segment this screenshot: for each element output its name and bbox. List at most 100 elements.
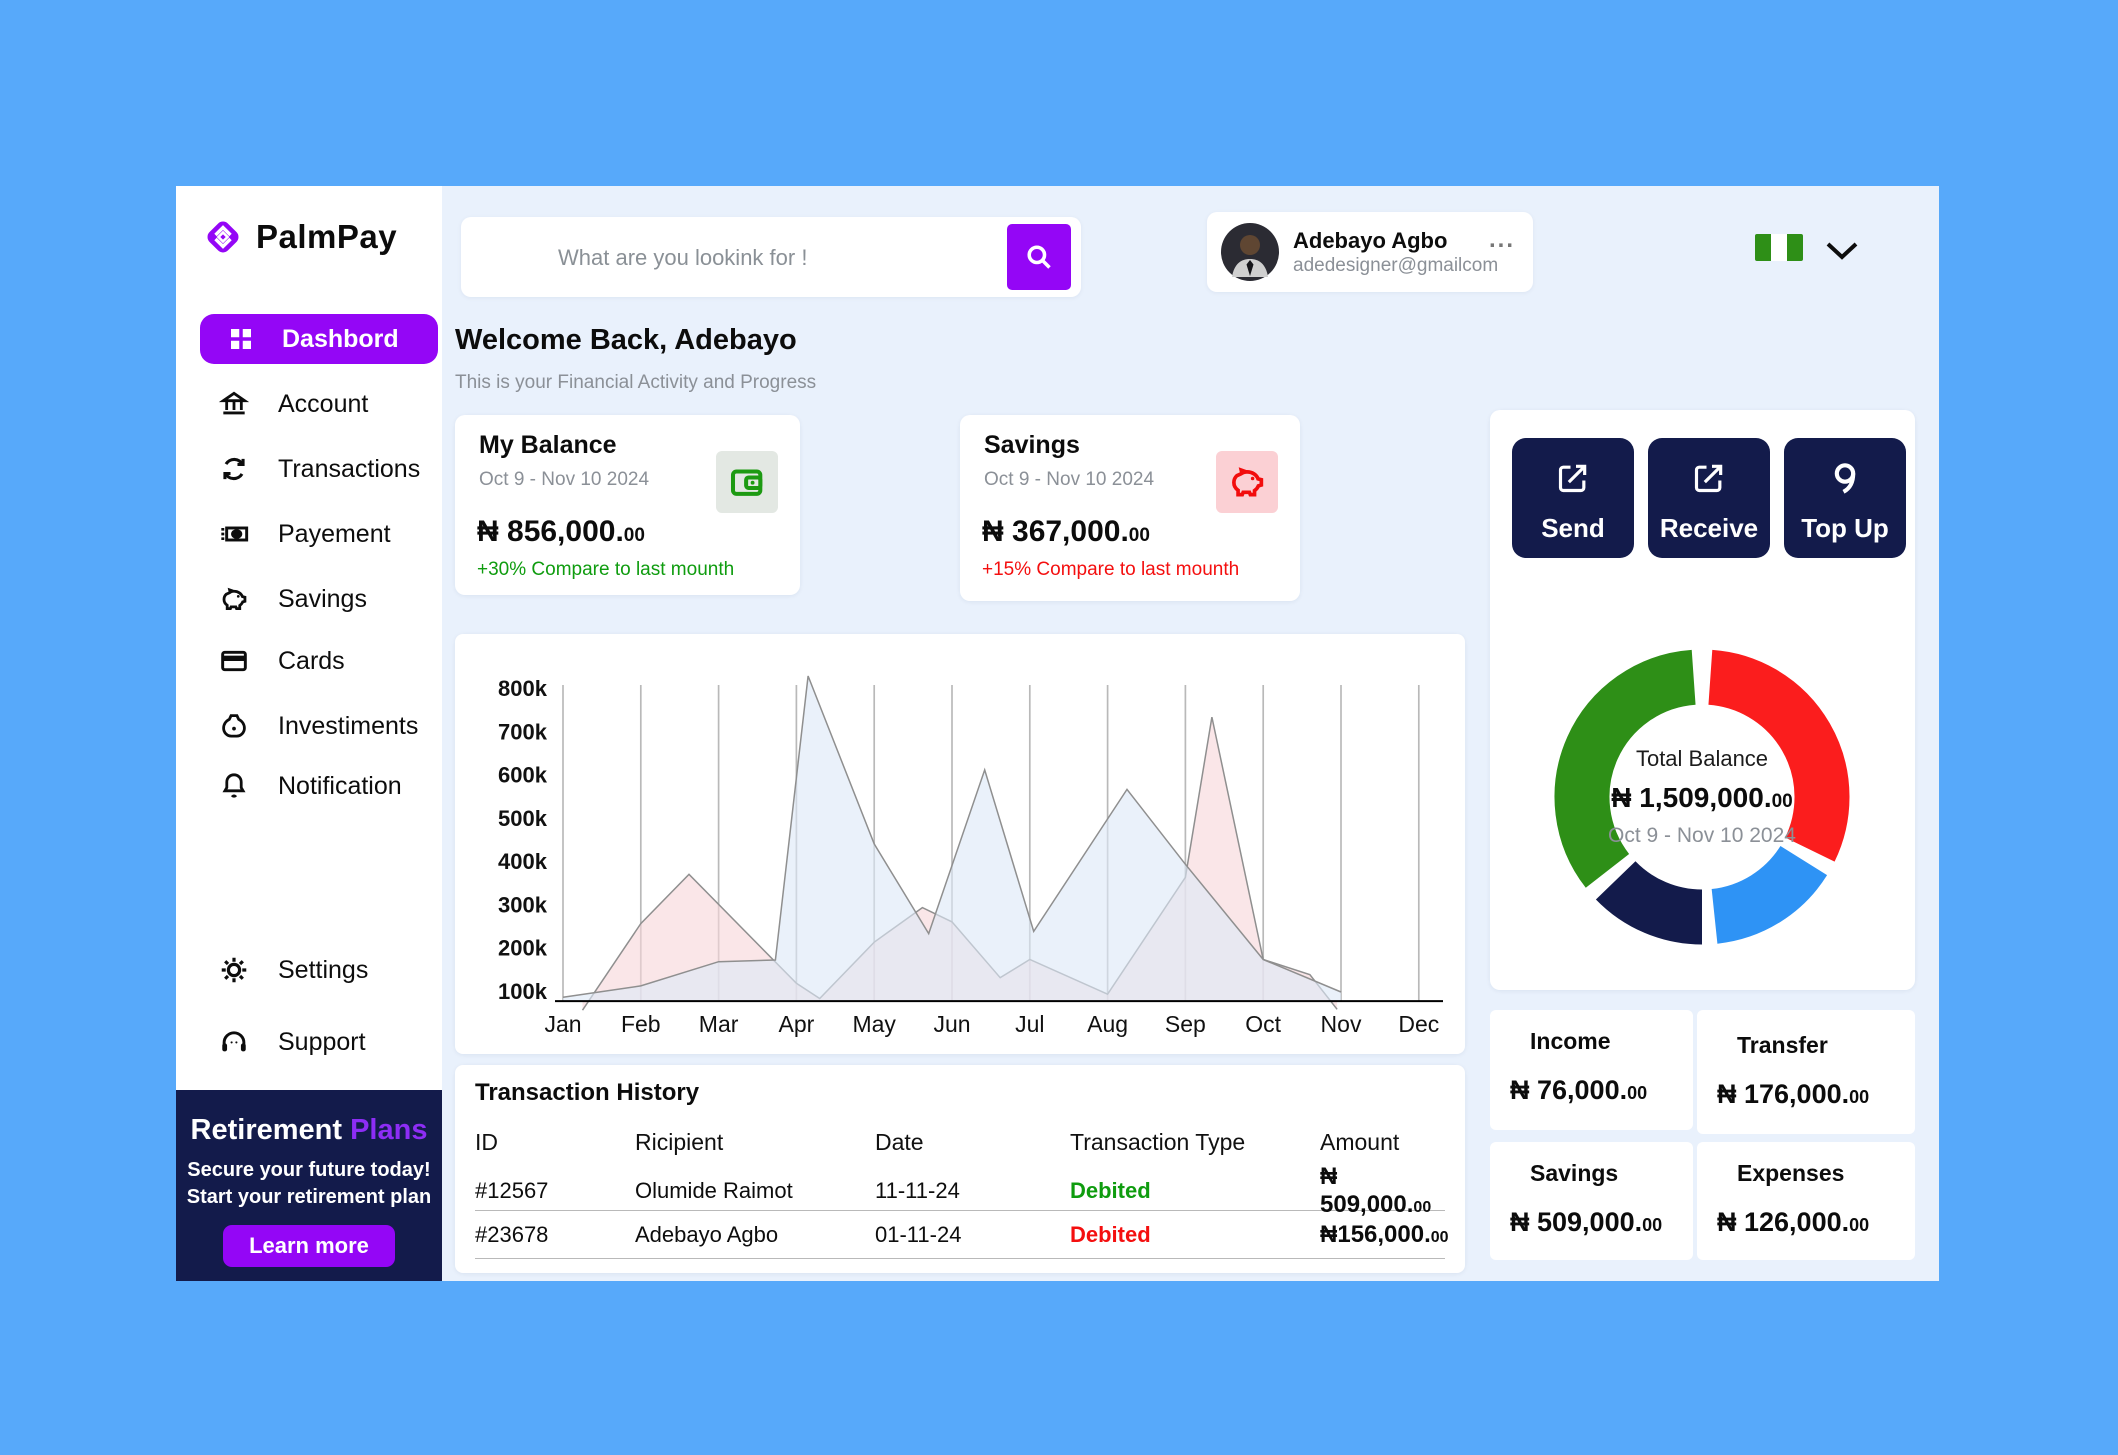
app-window: PalmPay Dashbord Account (176, 186, 1939, 1281)
table-row[interactable]: #23678 Adebayo Agbo 01-11-24 Debited ₦15… (475, 1211, 1449, 1259)
col-header-date: Date (875, 1128, 924, 1155)
send-label: Send (1541, 513, 1605, 543)
sidebar-item-payment[interactable]: Payement (176, 508, 442, 560)
balance-card-period: Oct 9 - Nov 10 2024 (479, 469, 650, 490)
savings-change: +15% Compare to last mounth (982, 559, 1240, 580)
cell-date: 11-11-24 (875, 1178, 960, 1203)
cell-date: 01-11-24 (875, 1221, 962, 1247)
sidebar: PalmPay Dashbord Account (176, 186, 442, 1281)
donut-center: Total Balance ₦ 1,509,000.00 Oct 9 - Nov… (1607, 702, 1797, 892)
svg-text:Oct: Oct (1245, 1011, 1281, 1037)
legend-amount: ₦ 509,000.00 (1510, 1207, 1663, 1237)
table-row[interactable]: #12567 Olumide Raimot 11-11-24 Debited ₦… (475, 1163, 1445, 1218)
credit-card-icon (218, 645, 250, 677)
area-chart-canvas: 100k 200k 300k 400k 500k 600k 700k 800k Jan Feb Ma… (455, 634, 1465, 1054)
col-header-type: Transaction Type (1070, 1128, 1246, 1155)
sidebar-item-settings[interactable]: Settings (176, 944, 442, 996)
savings-amount: ₦ 367,000.00 (982, 515, 1150, 548)
sidebar-item-dashboard[interactable]: Dashbord (200, 314, 438, 364)
svg-text:400k: 400k (498, 849, 548, 874)
total-balance-label: Total Balance (1635, 746, 1769, 771)
piggy-bank-icon (218, 583, 250, 615)
col-header-id: ID (475, 1128, 498, 1155)
headset-icon (218, 1026, 250, 1058)
sidebar-item-savings[interactable]: Savings (176, 573, 442, 625)
retirement-line1: Secure your future today! (187, 1159, 431, 1181)
svg-text:Jul: Jul (1015, 1011, 1044, 1037)
table-header-row: ID Ricipient Date Transaction Type Amoun… (475, 1121, 1445, 1163)
legend-label: Income (1530, 1028, 1611, 1054)
svg-text:May: May (852, 1011, 896, 1037)
bank-icon (218, 388, 250, 420)
legend-label: Savings (1530, 1160, 1619, 1186)
send-button[interactable]: Send (1512, 438, 1634, 558)
top-up-button[interactable]: Top Up (1784, 438, 1906, 558)
legend-label: Transfer (1737, 1032, 1828, 1058)
profile-email: adedesigner@gmailcom (1293, 255, 1499, 276)
sidebar-item-cards[interactable]: Cards (176, 635, 442, 687)
page-title: Welcome Back, Adebayo (455, 324, 797, 356)
sidebar-item-label: Support (278, 1027, 366, 1056)
sidebar-item-label: Savings (278, 584, 367, 613)
sidebar-item-support[interactable]: Support (176, 1016, 442, 1068)
piggy-bank-icon (1216, 451, 1278, 513)
legend-label: Expenses (1737, 1160, 1845, 1186)
refresh-icon (218, 453, 250, 485)
wallet-icon (716, 451, 778, 513)
svg-text:Feb: Feb (621, 1011, 661, 1037)
sidebar-item-investments[interactable]: Investiments (176, 700, 442, 752)
svg-text:Aug: Aug (1087, 1011, 1128, 1037)
sidebar-item-account[interactable]: Account (176, 378, 442, 430)
svg-text:Nov: Nov (1321, 1011, 1362, 1037)
svg-text:500k: 500k (498, 806, 548, 831)
nigeria-flag-icon (1755, 234, 1803, 261)
savings-card: Savings Oct 9 - Nov 10 2024 ₦ 367,000.00… (960, 415, 1300, 601)
svg-text:Sep: Sep (1165, 1011, 1206, 1037)
more-options-icon[interactable]: ... (1488, 226, 1515, 253)
balance-card-title: My Balance (479, 431, 617, 459)
transaction-history-title: Transaction History (475, 1079, 700, 1106)
profile-card[interactable]: Adebayo Agbo adedesigner@gmailcom ... (1207, 212, 1533, 292)
learn-more-button[interactable]: Learn more (223, 1225, 395, 1267)
legend-card-savings: Savings ₦ 509,000.00 (1490, 1142, 1693, 1260)
legend-card-income: Income ₦ 76,000.00 (1490, 1010, 1693, 1130)
cell-recipient: Adebayo Agbo (635, 1221, 779, 1247)
svg-text:600k: 600k (498, 763, 548, 788)
chevron-down-icon[interactable] (1824, 240, 1860, 262)
sidebar-item-notification[interactable]: Notification (176, 760, 442, 812)
svg-text:800k: 800k (498, 676, 548, 701)
cell-amount: ₦156,000.00 (1320, 1220, 1449, 1248)
svg-text:Dec: Dec (1398, 1011, 1439, 1037)
transaction-table: ID Ricipient Date Transaction Type Amoun… (475, 1121, 1449, 1259)
legend-card-expenses: Expenses ₦ 126,000.00 (1697, 1142, 1915, 1260)
sidebar-item-label: Notification (278, 771, 402, 800)
sidebar-item-label: Account (278, 389, 369, 418)
balance-change: +30% Compare to last mounth (477, 559, 735, 580)
receive-external-icon (1689, 458, 1729, 498)
avatar (1221, 223, 1279, 281)
search-icon (1022, 240, 1056, 274)
cell-id: #12567 (475, 1178, 549, 1203)
sidebar-item-transactions[interactable]: Transactions (176, 443, 442, 495)
balance-donut-chart: Total Balance ₦ 1,509,000.00 Oct 9 - Nov… (1547, 642, 1857, 952)
transaction-history-card: Transaction History ID Ricipient Date Tr… (455, 1065, 1465, 1273)
cell-amount: ₦ 509,000.00 (1320, 1163, 1432, 1218)
legend-card-transfer: Transfer ₦ 176,000.00 (1697, 1010, 1915, 1134)
brand-logo: PalmPay (200, 214, 397, 260)
search-button[interactable] (1007, 224, 1071, 290)
sidebar-item-label: Dashbord (282, 324, 399, 353)
gear-icon (218, 954, 250, 986)
sidebar-item-label: Investiments (278, 711, 419, 740)
retirement-line2: Start your retirement plan (186, 1186, 432, 1208)
sidebar-item-label: Cards (278, 646, 345, 675)
svg-text:200k: 200k (498, 936, 548, 961)
search-bar (461, 217, 1081, 299)
search-input[interactable] (556, 217, 990, 299)
receive-button[interactable]: Receive (1648, 438, 1770, 558)
donut-canvas (1547, 642, 1857, 952)
svg-text:100k: 100k (498, 979, 548, 1004)
col-header-recipient: Ricipient (635, 1128, 724, 1155)
bell-icon (218, 770, 250, 802)
svg-text:700k: 700k (498, 719, 548, 744)
